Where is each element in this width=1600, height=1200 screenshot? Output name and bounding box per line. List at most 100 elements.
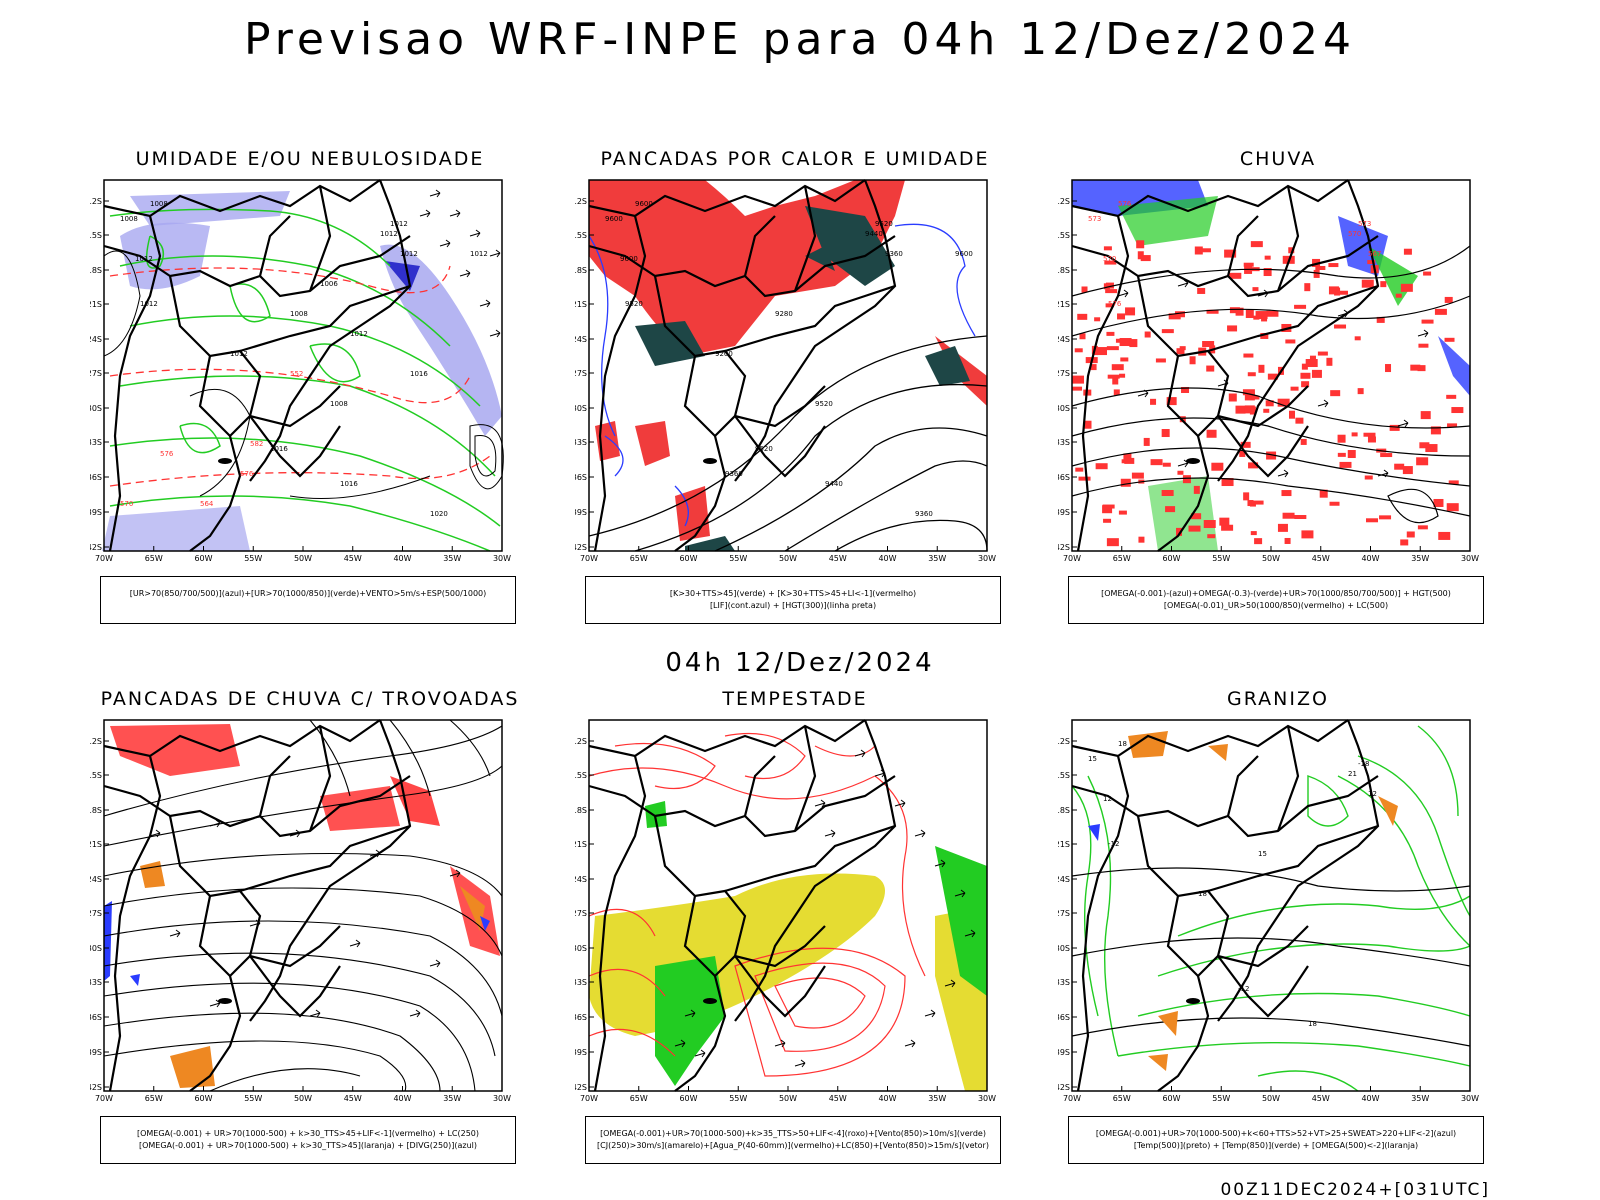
precip-cell	[1137, 240, 1144, 245]
border-line	[108, 755, 162, 1092]
contour-label: 9200	[715, 350, 733, 358]
precip-cell	[1337, 434, 1346, 443]
contour-label: 573	[1088, 215, 1101, 223]
wind-arrow	[1117, 289, 1129, 298]
overlay-streamlines	[103, 719, 503, 1092]
precip-cell	[1140, 255, 1151, 262]
precip-cell	[1245, 310, 1254, 319]
precip-cell	[1072, 375, 1085, 384]
precip-cell	[1096, 347, 1107, 356]
overlay-blue	[104, 901, 490, 986]
lat-label: 39S	[575, 1048, 587, 1057]
panel-title: GRANIZO	[1227, 688, 1329, 710]
precip-cell	[1263, 268, 1272, 277]
precip-cell	[1309, 355, 1316, 360]
lat-label: 30S	[1058, 944, 1070, 953]
wind-arrow	[674, 1039, 686, 1048]
precip-cell	[1115, 338, 1126, 343]
precip-cell	[1304, 283, 1311, 292]
precip-cell	[1433, 498, 1444, 507]
axes: 12S 15S 18S 21S 24S 27S 30S 33S 36S 39S 42S 70W 65W 6…	[90, 719, 511, 1103]
precip-cell	[1364, 475, 1373, 480]
precip-cell	[1266, 451, 1277, 460]
precip-cell	[1339, 461, 1352, 468]
precip-cell	[1189, 356, 1196, 365]
border-line	[588, 179, 866, 218]
legend-line: [K>30+TTS>45](verde) + [K>30+TTS>45+LI<-…	[669, 589, 917, 598]
overlay-red	[110, 724, 500, 956]
border-line	[653, 275, 747, 417]
precip-cell	[1117, 313, 1126, 320]
lon-label: 60W	[1162, 1094, 1180, 1103]
precip-cell	[1103, 518, 1112, 523]
border-line	[168, 275, 262, 417]
lat-label: 33S	[90, 438, 102, 447]
precip-cell	[1235, 307, 1244, 316]
border-line	[1076, 215, 1130, 552]
wind-arrow	[854, 749, 866, 758]
contour-label: 1006	[320, 280, 338, 288]
overlay-red-speckle	[1072, 240, 1464, 547]
contour-label: 1008	[120, 215, 138, 223]
contour-label: 576	[1108, 300, 1122, 308]
border-line	[1217, 415, 1309, 478]
precip-cell	[1361, 279, 1374, 288]
lon-label: 45W	[829, 1094, 847, 1103]
lon-label: 55W	[1212, 554, 1230, 563]
lat-label: 24S	[1058, 335, 1070, 344]
overlay-green-contours	[1071, 725, 1471, 1092]
precip-cell	[1079, 333, 1086, 340]
lat-label: 15S	[90, 231, 102, 240]
lat-label: 18S	[575, 806, 587, 815]
lon-label: 65W	[630, 554, 648, 563]
precip-cell	[1094, 317, 1101, 322]
wind-arrow	[954, 889, 966, 898]
panel-title: UMIDADE E/OU NEBULOSIDADE	[135, 148, 485, 170]
precip-cell	[1119, 373, 1126, 378]
lat-label: 27S	[575, 909, 587, 918]
contour-label: 9600	[955, 250, 973, 258]
lat-label: 21S	[90, 840, 102, 849]
border-line	[1276, 725, 1300, 832]
legend-tempestade: [OMEGA(-0.001)+UR>70(1000-500)+k>35_TTS>…	[585, 1116, 1001, 1164]
lat-label: 42S	[90, 543, 102, 552]
wind-arrow	[934, 859, 946, 868]
precip-cell	[1111, 364, 1124, 371]
precip-cell	[1285, 339, 1296, 344]
lake-mark	[1186, 458, 1200, 464]
precip-cell	[1219, 517, 1230, 526]
contour-label: 1012	[380, 230, 398, 238]
lon-label: 40W	[878, 554, 896, 563]
lat-label: 27S	[90, 369, 102, 378]
lat-label: 12S	[1058, 737, 1070, 746]
lon-label: 30W	[1461, 554, 1479, 563]
precip-cell	[1074, 348, 1083, 353]
legend-line: [OMEGA(-0.001)+UR>70(1000-500)+k<60+TTS>…	[1095, 1129, 1457, 1138]
lon-label: 60W	[1162, 554, 1180, 563]
wind-arrow	[814, 799, 826, 808]
precip-cell	[1328, 263, 1339, 268]
lon-label: 50W	[294, 554, 312, 563]
lake-mark	[218, 998, 232, 1004]
border-line	[1071, 775, 1379, 838]
precip-cell	[1295, 417, 1304, 424]
precip-cell	[1155, 358, 1166, 363]
contour-label: 1012	[140, 300, 158, 308]
precip-cell	[1075, 467, 1084, 472]
contour-label: 1008	[150, 200, 168, 208]
precip-cell	[1106, 346, 1119, 351]
precip-cell	[1430, 426, 1441, 435]
wind-arrow	[964, 929, 976, 938]
precip-cell	[1326, 357, 1333, 366]
precip-cell	[1207, 534, 1216, 539]
precip-cell	[1446, 503, 1459, 512]
precip-cell	[1182, 475, 1191, 484]
lon-label: 35W	[443, 1094, 461, 1103]
lake-mark	[1186, 998, 1200, 1004]
lat-label: 36S	[575, 473, 587, 482]
contour-label: 552	[290, 370, 303, 378]
lat-label: 39S	[1058, 1048, 1070, 1057]
precip-cell	[1248, 462, 1259, 469]
wind-arrow	[459, 269, 471, 278]
panel-pancadas-calor: PANCADAS POR CALOR E UMIDADE	[575, 148, 1015, 648]
